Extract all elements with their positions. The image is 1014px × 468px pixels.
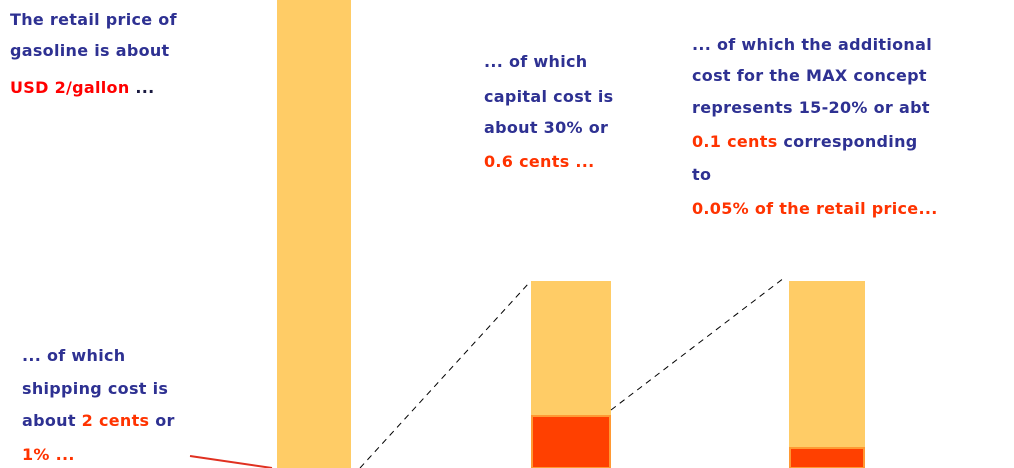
text-run: ... of which [22, 346, 126, 365]
pointer [189, 455, 273, 468]
text-run: shipping cost is [22, 379, 169, 398]
text-run: represents 15-20% or abt [692, 98, 930, 117]
text-run: to [692, 165, 712, 184]
annotation-line: 0.1 cents corresponding [692, 132, 918, 152]
text-run: 0.6 cents ... [484, 152, 595, 171]
annotation-line: The retail price of [10, 10, 177, 30]
annotation-line: capital cost is [484, 87, 613, 107]
annotation-line: cost for the MAX concept [692, 66, 927, 86]
text-run: ... of which the additional [692, 35, 932, 54]
connector [359, 282, 530, 468]
retail-price-bar [277, 0, 351, 468]
annotation-line: to [692, 165, 711, 185]
annotation-line: represents 15-20% or abt [692, 98, 930, 118]
text-run: gasoline is about [10, 41, 170, 60]
annotation-line: about 30% or [484, 118, 608, 138]
text-run: capital cost is [484, 87, 614, 106]
text-run: about 30% or [484, 118, 609, 137]
text-run: 0.05% of the retail price... [692, 199, 938, 218]
annotation-line: ... of which [22, 346, 125, 366]
text-run: corresponding [777, 132, 918, 151]
text-run: or [149, 411, 175, 430]
text-run: 2 cents [81, 411, 150, 430]
annotation-line: ... of which the additional [692, 35, 932, 55]
annotation-line: 1% ... [22, 445, 75, 465]
annotation-line: USD 2/gallon ... [10, 78, 155, 98]
max-cost-bar [789, 281, 865, 468]
text-run: USD 2/gallon [10, 78, 130, 97]
text-run: 1% ... [22, 445, 75, 464]
text-run: ... [129, 78, 155, 97]
text-run: about [22, 411, 82, 430]
max-cost-segment [789, 447, 865, 468]
annotation-line: ... of which [484, 52, 587, 72]
annotation-line: about 2 cents or [22, 411, 175, 431]
annotation-line: shipping cost is [22, 379, 168, 399]
annotation-line: 0.05% of the retail price... [692, 199, 938, 219]
annotation-line: gasoline is about [10, 41, 170, 61]
connector [610, 277, 785, 411]
annotation-line: 0.6 cents ... [484, 152, 595, 172]
capital-cost-segment [531, 415, 611, 468]
text-run: 0.1 cents [692, 132, 778, 151]
text-run: cost for the MAX concept [692, 66, 927, 85]
text-run: The retail price of [10, 10, 177, 29]
text-run: ... of which [484, 52, 588, 71]
